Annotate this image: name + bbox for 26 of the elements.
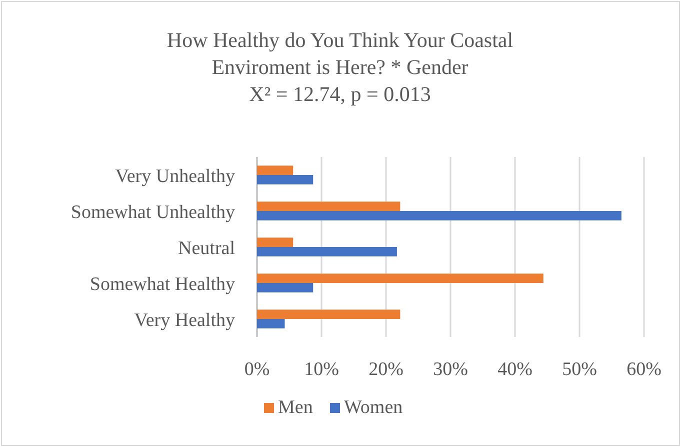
chart-title: How Healthy do You Think Your Coastal Enviroment is Here? * Gender: [166, 28, 514, 79]
legend-label: Men: [278, 397, 314, 418]
x-tick-label: 0%: [244, 359, 270, 380]
bar: [257, 175, 314, 184]
bar: [257, 310, 400, 319]
x-tick-label: 60%: [626, 359, 662, 380]
y-tick-label: Somewhat Unhealthy: [70, 202, 236, 223]
x-tick-label: 50%: [562, 359, 598, 380]
bar: [257, 247, 397, 256]
bar: [257, 202, 400, 211]
bar: [257, 166, 294, 175]
x-tick-label: 30%: [433, 359, 468, 380]
bar: [257, 211, 622, 220]
bar: [257, 283, 314, 292]
chart-subtitle: X² = 12.74, p = 0.013: [249, 82, 431, 106]
bar: [257, 238, 294, 247]
x-tick-label: 40%: [498, 359, 533, 380]
x-tick-label: 20%: [368, 359, 404, 380]
y-tick-label: Very Healthy: [134, 310, 236, 331]
x-tick-label: 10%: [304, 359, 340, 380]
y-tick-label: Very Unhealthy: [115, 166, 236, 187]
bar: [257, 274, 544, 283]
y-tick-label: Neutral: [178, 238, 235, 259]
bar: [257, 319, 285, 328]
y-tick-label: Somewhat Healthy: [90, 274, 236, 295]
legend-label: Women: [344, 397, 404, 418]
